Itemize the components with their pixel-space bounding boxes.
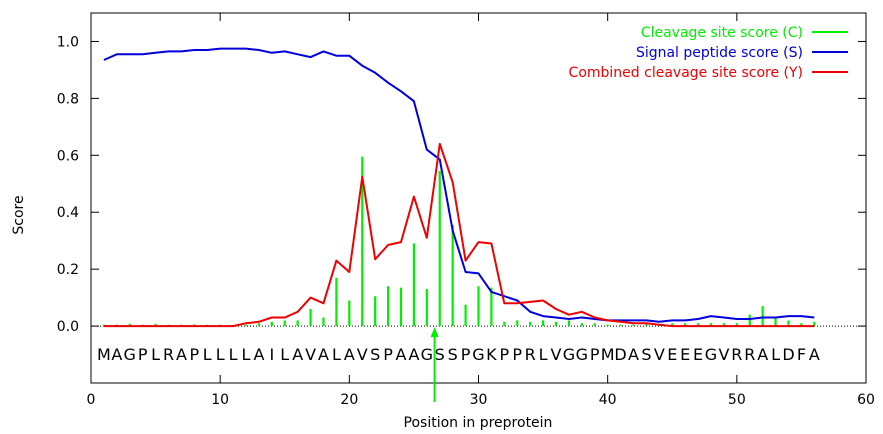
y-axis-label: Score (11, 195, 27, 234)
sequence-letter: R (525, 345, 536, 364)
sequence-letter: L (280, 345, 289, 364)
legend-label: Signal peptide score (S) (636, 45, 803, 61)
x-axis-label: Position in preprotein (404, 415, 553, 431)
y-score-line (103, 142, 815, 328)
sequence-letter: D (782, 345, 794, 364)
sequence-letter: L (242, 345, 251, 364)
sequence-letter: V (718, 345, 729, 364)
sequence-letter: L (203, 345, 212, 364)
sequence-letter: I (269, 345, 274, 364)
sequence-letter: L (151, 345, 160, 364)
sequence-letter: R (163, 345, 174, 364)
legend-label: Cleavage site score (C) (641, 25, 803, 41)
sequence-letter: L (332, 345, 341, 364)
x-tick-label: 40 (599, 392, 617, 408)
sequence-letter: A (408, 345, 419, 364)
sequence-letter: K (486, 345, 497, 364)
sequence-letter: L (216, 345, 225, 364)
y-tick-label: 0.6 (57, 148, 79, 164)
x-tick-label: 60 (857, 392, 875, 408)
sequence-letter: A (318, 345, 329, 364)
cleavage-site-arrow-head (430, 327, 439, 338)
sequence-letter: G (563, 345, 575, 364)
sequence-letter: E (693, 345, 703, 364)
sequence-letter: M (97, 345, 111, 364)
sequence-letter: P (512, 345, 522, 364)
sequence-letter: R (731, 345, 742, 364)
y-tick-label: 0.0 (57, 319, 79, 335)
sequence-letter: G (124, 345, 136, 364)
sequence-letter: A (344, 345, 355, 364)
y-tick-label: 0.2 (57, 262, 79, 278)
sequence-letter: E (680, 345, 690, 364)
sequence-letter: V (305, 345, 316, 364)
sequence-letter: P (461, 345, 471, 364)
sequence-letter: S (448, 345, 458, 364)
sequence-letter: V (357, 345, 368, 364)
sequence-letter: L (229, 345, 238, 364)
sequence-letter: V (654, 345, 665, 364)
sequence-letter: A (809, 345, 820, 364)
sequence-letter: A (176, 345, 187, 364)
y-tick-label: 0.8 (57, 91, 79, 107)
sequence-letter: P (383, 345, 393, 364)
sequence-letter: A (757, 345, 768, 364)
sequence-letter: A (396, 345, 407, 364)
sequence-letter: M (601, 345, 615, 364)
x-tick-label: 10 (211, 392, 229, 408)
sequence-letter: S (435, 345, 445, 364)
sequence-letter: A (253, 345, 264, 364)
sequence-letter: P (500, 345, 510, 364)
sequence-letter: P (190, 345, 200, 364)
sequence-letter: D (614, 345, 626, 364)
sequence-letter: P (138, 345, 148, 364)
s-score-line (103, 47, 815, 323)
plot-layer: 0.00.20.40.60.81.00 10 20 30 40 50 60M A G P L R A P L… (57, 12, 875, 408)
x-tick-label: 30 (470, 392, 488, 408)
sequence-letter: G (421, 345, 433, 364)
y-tick-label: 1.0 (57, 34, 79, 50)
legend-label: Combined cleavage site score (Y) (569, 65, 803, 81)
sequence-letter: F (797, 345, 806, 364)
sequence-letter: S (370, 345, 380, 364)
sequence-letter: E (667, 345, 677, 364)
sequence-letter: A (111, 345, 122, 364)
sequence-letter: P (590, 345, 600, 364)
x-tick-label: 20 (340, 392, 358, 408)
sequence-letter: A (292, 345, 303, 364)
sequence-letter: A (628, 345, 639, 364)
y-tick-label: 0.4 (57, 205, 79, 221)
sequence-letter: G (472, 345, 484, 364)
sequence-letter: G (576, 345, 588, 364)
sequence-letter: R (744, 345, 755, 364)
sequence-letter: L (539, 345, 548, 364)
x-tick-label: 0 (87, 392, 96, 408)
sequence-letter: S (641, 345, 651, 364)
sequence-letter: L (771, 345, 780, 364)
sequence-letter: G (705, 345, 717, 364)
sequence-letter: V (551, 345, 562, 364)
x-tick-label: 50 (728, 392, 746, 408)
